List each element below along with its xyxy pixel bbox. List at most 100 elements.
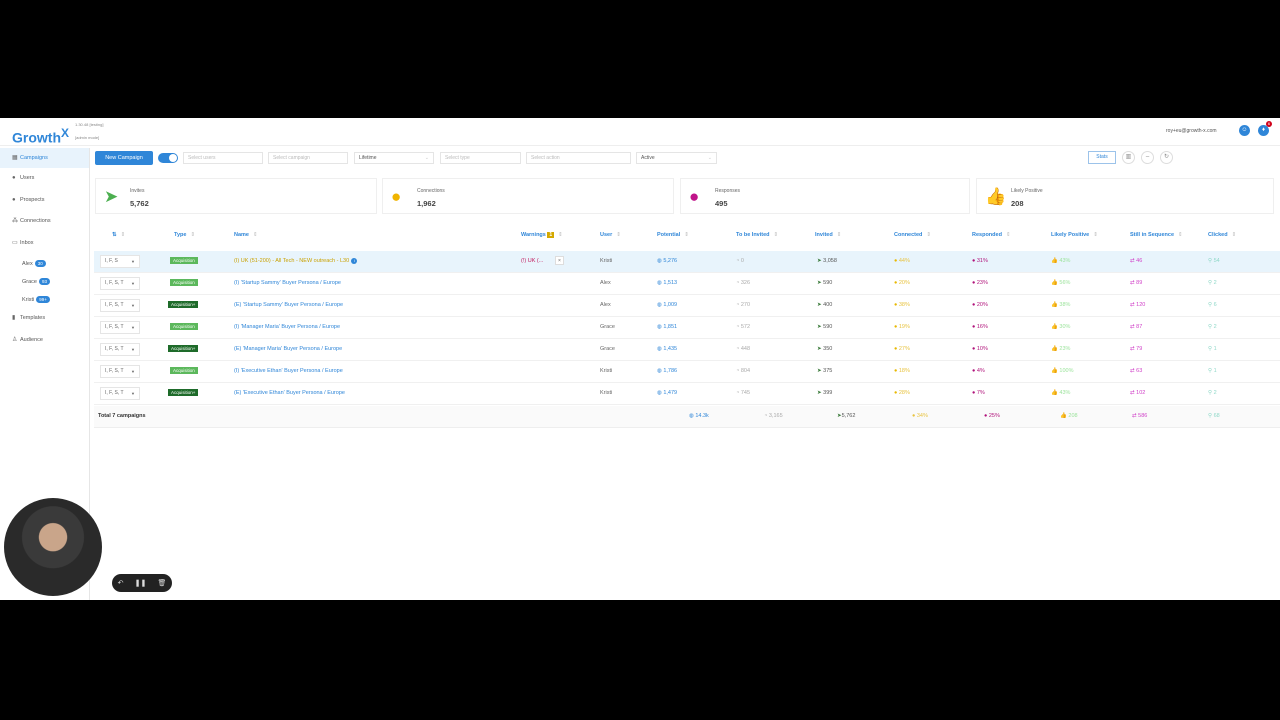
campaign-name-link[interactable]: (E) 'Startup Sammy' Buyer Persona / Euro…	[234, 302, 343, 308]
column-header-potential[interactable]: Potential ⇕	[657, 232, 689, 238]
sidebar-item-campaigns[interactable]: ▦ Campaigns	[0, 148, 89, 168]
total-value: 34%	[916, 413, 928, 419]
stat-card-connections: ● Connections 1,962	[382, 178, 674, 214]
campaign-name-link[interactable]: (I) 'Manager Maria' Buyer Persona / Euro…	[234, 324, 340, 330]
warning-text[interactable]: (!) UK (...	[521, 258, 544, 264]
actions-dropdown[interactable]: I, F, S, T ▼	[100, 321, 140, 334]
info-icon[interactable]: i	[351, 258, 358, 264]
campaign-name: (E) 'Executive Ethan' Buyer Persona / Eu…	[234, 390, 345, 396]
sidebar-item-prospects[interactable]: ● Prospects	[0, 190, 89, 210]
table-row[interactable]: I, F, S, T ▼ Acquisition (I) 'Startup Sammy…	[94, 273, 1280, 295]
user-cell: Alex	[600, 280, 611, 286]
potential-cell: ◍ 5,276	[657, 258, 677, 264]
table-row[interactable]: I, F, S, T ▼ Acquisition (I) 'Executive Eth…	[94, 361, 1280, 383]
column-header-actions[interactable]: ⇅ ⇕	[112, 232, 125, 238]
columns-icon[interactable]: ▥	[1122, 151, 1135, 164]
account-icon[interactable]: ☺	[1239, 125, 1250, 136]
actions-dropdown[interactable]: I, F, S ▼	[100, 255, 140, 268]
cell-value: 1,479	[663, 390, 678, 396]
table-row[interactable]: I, F, S, T ▼ Acquisition (I) 'Manager Maria…	[94, 317, 1280, 339]
total-clicked: ⚲ 68	[1208, 413, 1220, 419]
stats-button[interactable]: Stats	[1088, 151, 1116, 164]
campaign-name-link[interactable]: (I) 'Startup Sammy' Buyer Persona / Euro…	[234, 280, 341, 286]
table-row[interactable]: I, F, S, T ▼ Acquisition+ (E) 'Executive Et…	[94, 383, 1280, 405]
sidebar-item-users[interactable]: ● Users	[0, 168, 89, 188]
sidebar-item-connections[interactable]: ⁂ Connections	[0, 211, 89, 231]
select-users[interactable]: Select users	[183, 152, 263, 164]
column-header-connected[interactable]: Connected ⇕	[894, 232, 931, 238]
column-header-to-be-invited[interactable]: To be Invited ⇕	[736, 232, 778, 238]
inbox-user-grace[interactable]: Grace 93	[22, 278, 50, 285]
pause-icon[interactable]: ❚❚	[134, 580, 147, 587]
select-campaign[interactable]: Select campaign	[268, 152, 348, 164]
minus-icon[interactable]: –	[1141, 151, 1154, 164]
column-header-user[interactable]: User ⇕	[600, 232, 621, 238]
send-icon: ➤	[817, 302, 822, 308]
cell-value: 350	[823, 346, 833, 352]
send-icon: ➤	[104, 187, 119, 206]
invited-cell: ➤ 375	[817, 368, 832, 374]
toggle-switch[interactable]	[158, 153, 178, 163]
user-cell: Kristi	[600, 390, 613, 396]
user-cell: Kristi	[600, 368, 613, 374]
actions-dropdown[interactable]: I, F, S, T ▼	[100, 343, 140, 356]
users-icon: ●	[12, 175, 16, 181]
column-header-type[interactable]: Type ⇕	[174, 232, 195, 238]
new-campaign-button[interactable]: New Campaign	[95, 151, 153, 165]
top-bar: GrowthX 1.30.48 [testing] [admin mode] r…	[0, 118, 1280, 146]
send-icon: ➤	[817, 368, 822, 374]
chevron-down-icon: ▼	[131, 347, 135, 352]
status-select[interactable]: Active ⌄	[636, 152, 717, 164]
chevron-down-icon: ▼	[131, 369, 135, 374]
column-header-still-in-sequence[interactable]: Still in Sequence ⇕	[1130, 232, 1183, 238]
sidebar-item-audience[interactable]: ♙ Audience	[0, 330, 89, 350]
sidebar-item-inbox[interactable]: ▭ Inbox	[0, 233, 89, 253]
table-row[interactable]: I, F, S, T ▼ Acquisition+ (E) 'Manager Mari…	[94, 339, 1280, 361]
campaign-name-link[interactable]: (E) 'Manager Maria' Buyer Persona / Euro…	[234, 346, 342, 352]
cell-value: 270	[740, 302, 751, 308]
globe-icon: ◍	[657, 390, 662, 396]
logo[interactable]: GrowthX	[12, 126, 69, 146]
globe-icon: ◍	[657, 346, 662, 352]
column-header-likely-positive[interactable]: Likely Positive ⇕	[1051, 232, 1098, 238]
campaign-name-link[interactable]: (I) 'Executive Ethan' Buyer Persona / Eu…	[234, 368, 343, 374]
sequence-icon: ⇄	[1130, 258, 1135, 264]
cell-value: 102	[1136, 390, 1146, 396]
link-icon: ⚲	[1208, 302, 1213, 308]
inbox-user-kristi[interactable]: Kristi 99+	[22, 296, 50, 303]
table-row[interactable]: I, F, S ▼ Acquisition (I) UK (51-200) - All…	[94, 251, 1280, 273]
campaign-name-link[interactable]: (E) 'Executive Ethan' Buyer Persona / Eu…	[234, 390, 345, 396]
column-header-warnings[interactable]: Warnings 1 ⇕	[521, 232, 563, 238]
refresh-icon[interactable]: ↻	[1160, 151, 1173, 164]
recording-controls: ↶ ❚❚ 🗑	[112, 574, 172, 592]
actions-dropdown[interactable]: I, F, S, T ▼	[100, 365, 140, 378]
actions-dropdown[interactable]: I, F, S, T ▼	[100, 387, 140, 400]
select-type[interactable]: Select type	[440, 152, 521, 164]
period-select[interactable]: Lifetime ⌄	[354, 152, 434, 164]
stat-card-likely-positive: 👍 Likely Positive 208	[976, 178, 1274, 214]
table-row[interactable]: I, F, S, T ▼ Acquisition+ (E) 'Startup Samm…	[94, 295, 1280, 317]
totals-label: Total 7 campaigns	[98, 413, 146, 419]
column-header-clicked[interactable]: Clicked ⇕	[1208, 232, 1236, 238]
close-icon[interactable]: ×	[555, 256, 564, 265]
trash-icon[interactable]: 🗑	[157, 580, 167, 587]
file-icon: ▮	[12, 315, 16, 321]
inbox-user-alex[interactable]: Alex 30	[22, 260, 46, 267]
chevron-down-icon: ▼	[131, 281, 135, 286]
select-action[interactable]: Select action	[526, 152, 631, 164]
cell-value: 1,513	[663, 280, 678, 286]
actions-dropdown[interactable]: I, F, S, T ▼	[100, 299, 140, 312]
sequence-icon: ⇄	[1130, 390, 1135, 396]
column-header-responded[interactable]: Responded ⇕	[972, 232, 1011, 238]
inbox-user-name: Alex	[22, 261, 33, 267]
column-header-name[interactable]: Name ⇕	[234, 232, 258, 238]
column-header-invited[interactable]: Invited ⇕	[815, 232, 841, 238]
undo-icon[interactable]: ↶	[117, 580, 124, 587]
bell-icon[interactable]: ♦	[1258, 125, 1269, 136]
stat-label: Connections	[417, 188, 445, 194]
person-icon: ●	[894, 346, 898, 352]
cell-value: 375	[823, 368, 833, 374]
actions-dropdown[interactable]: I, F, S, T ▼	[100, 277, 140, 290]
sidebar-item-templates[interactable]: ▮ Templates	[0, 308, 89, 328]
campaign-name-link[interactable]: (I) UK (51-200) - All Tech - NEW outreac…	[234, 258, 358, 264]
